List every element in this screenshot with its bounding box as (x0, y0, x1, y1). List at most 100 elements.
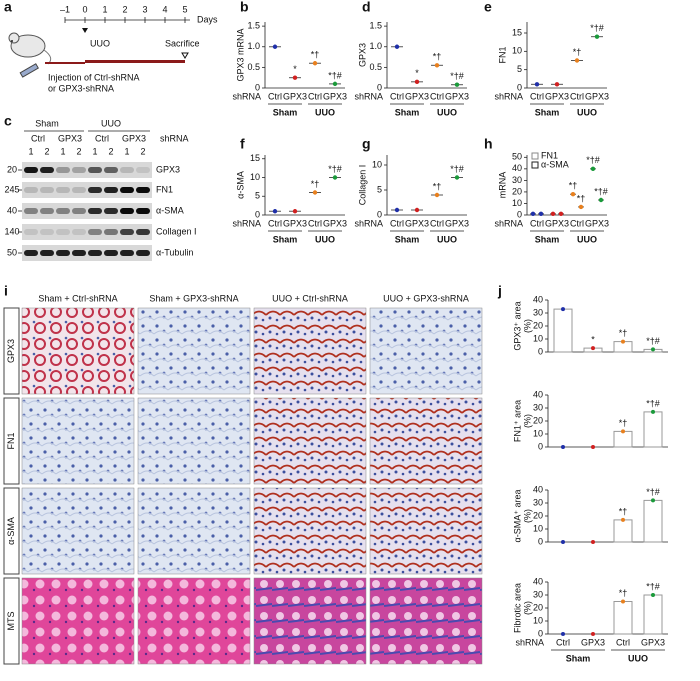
dot (598, 197, 604, 203)
blot-band (104, 208, 118, 214)
y-tick-label: 10 (512, 198, 522, 208)
dot (621, 517, 625, 522)
panel-letter: e (484, 0, 492, 15)
event-label: UUO (90, 38, 110, 48)
x-tick-label: GPX3 (445, 218, 469, 228)
panel-letter: i (4, 283, 8, 299)
lane-label: 1 (28, 146, 33, 156)
significance: *†# (450, 164, 464, 174)
blot-band (56, 250, 70, 256)
x-tick-label: Ctrl (430, 91, 444, 101)
histology-image (253, 397, 367, 485)
x-title: shRNA (232, 218, 261, 228)
blot-band (88, 208, 102, 214)
x-tick-label: GPX3 (545, 91, 569, 101)
bar (643, 499, 663, 543)
dot (651, 347, 655, 352)
injection-label: Injection of Ctrl-shRNA (48, 72, 140, 82)
day-label: 4 (162, 4, 167, 14)
dot (534, 82, 540, 87)
dot (414, 79, 420, 85)
blot-strip (22, 203, 152, 219)
y-tick-label: 50 (512, 152, 522, 162)
x-tick-label: GPX3 (641, 637, 665, 647)
histology-image (137, 397, 251, 485)
dot (332, 175, 338, 180)
x-tick-label: GPX3 (445, 91, 469, 101)
significance: *†# (594, 186, 608, 196)
histology-image (137, 577, 251, 665)
y-axis-unit: (%) (522, 601, 532, 615)
blot-band (72, 229, 86, 235)
event-label: Sacrifice (165, 38, 200, 48)
column-header: Sham + GPX3-shRNA (149, 293, 238, 303)
y-tick-label: 0 (255, 82, 260, 92)
blot-band (24, 229, 38, 235)
y-axis-label: GPX3 mRNA (235, 28, 245, 81)
dot (621, 599, 625, 604)
blot-strip (22, 245, 152, 261)
blot-band (40, 250, 54, 256)
dot (591, 445, 595, 449)
uuo-arrow (82, 28, 88, 33)
x-title: shRNA (494, 218, 523, 228)
blot-shrna: Ctrl (95, 133, 109, 143)
x-tick-label: GPX3 (545, 218, 569, 228)
group-label: UUO (577, 107, 597, 117)
y-tick-label: 0 (538, 346, 543, 356)
mouse-icon (8, 32, 52, 78)
significance: *†# (450, 71, 464, 81)
group-label: Sham (535, 234, 560, 244)
x-tick-label: GPX3 (581, 637, 605, 647)
y-tick-label: 1.5 (247, 21, 260, 31)
day-label: 1 (102, 4, 107, 14)
significance: *† (577, 193, 586, 203)
dot (574, 58, 580, 63)
lane-label: 1 (124, 146, 129, 156)
histology-image (137, 487, 251, 575)
significance: *†# (646, 398, 660, 408)
dot (454, 82, 460, 87)
dot (550, 211, 556, 217)
histology-image (369, 397, 483, 485)
panel-letter: d (362, 0, 371, 15)
y-tick-label: 10 (372, 159, 382, 169)
y-tick-label: 30 (533, 402, 543, 412)
day-label: 2 (122, 4, 127, 14)
blot-band (24, 208, 38, 214)
x-tick-label: Ctrl (430, 218, 444, 228)
group-label: UUO (437, 107, 457, 117)
significance: *† (433, 181, 442, 191)
dot (561, 445, 565, 449)
significance: *† (569, 181, 578, 191)
y-axis-label: FN1 (497, 46, 507, 63)
dot (292, 75, 298, 80)
y-tick-label: 5 (517, 64, 522, 74)
y-tick-label: 40 (512, 163, 522, 173)
x-title: shRNA (354, 218, 383, 228)
lane-label: 2 (44, 146, 49, 156)
x-title: shRNA (354, 91, 383, 101)
blot-shrna: GPX3 (122, 133, 146, 143)
significance: *† (311, 50, 320, 60)
y-tick-label: 1.5 (369, 21, 382, 31)
x-tick-label: Ctrl (556, 637, 570, 647)
blot-band (88, 250, 102, 256)
treatment-bar (85, 60, 185, 63)
significance: *†# (590, 23, 604, 33)
significance: *† (619, 506, 628, 516)
protein-label: Collagen I (156, 226, 197, 236)
blot-shrna-label: shRNA (160, 133, 189, 143)
significance: *†# (646, 487, 660, 497)
blot-band (56, 187, 70, 193)
y-tick-label: 0.5 (247, 62, 260, 72)
y-axis-label: mRNA (497, 172, 507, 199)
x-tick-label: Ctrl (268, 91, 282, 101)
dot (394, 207, 400, 213)
blot-band (24, 250, 38, 256)
x-tick-label: Ctrl (268, 218, 282, 228)
x-tick-label: Ctrl (530, 91, 544, 101)
x-tick-label: Ctrl (570, 218, 584, 228)
blot-band (24, 167, 38, 173)
blot-band (104, 167, 118, 173)
